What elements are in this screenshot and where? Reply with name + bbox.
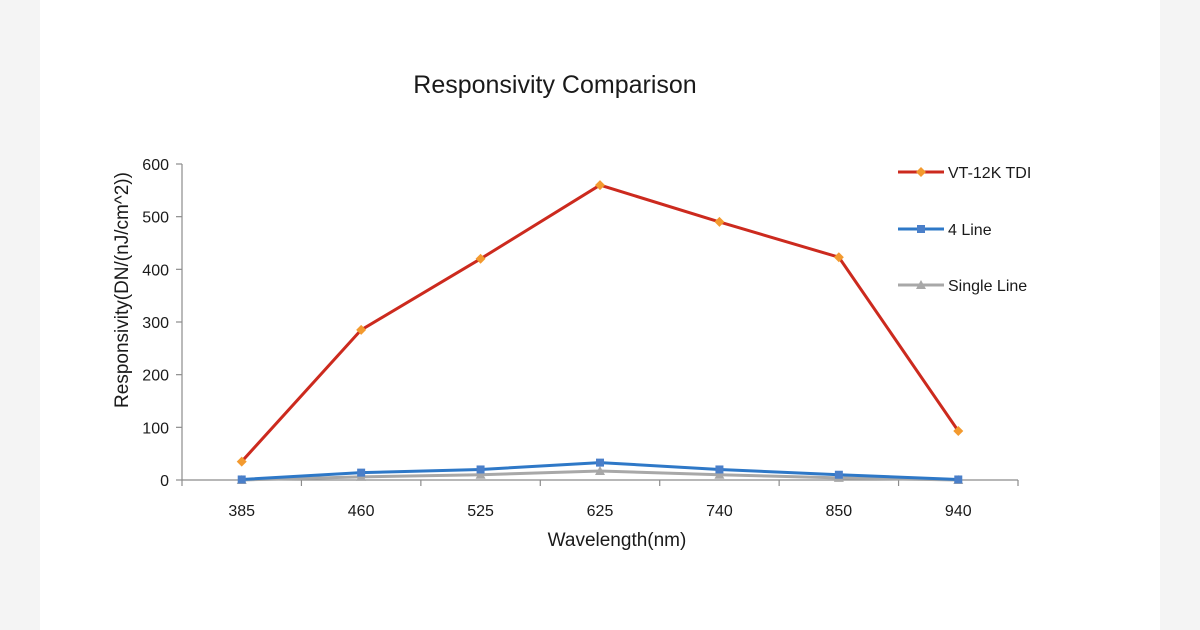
y-tick-label: 400	[142, 262, 169, 279]
y-tick-label: 100	[142, 420, 169, 437]
x-tick-label: 525	[467, 503, 494, 520]
line-chart: Responsivity Comparison Responsivity(DN/…	[112, 71, 1031, 551]
data-point	[715, 465, 724, 474]
y-tick-label: 200	[142, 368, 169, 385]
data-point	[357, 468, 366, 477]
legend: VT-12K TDI 4 Line Single Line	[898, 165, 1031, 295]
chart-title: Responsivity Comparison	[413, 71, 696, 99]
y-tick-label: 500	[142, 210, 169, 227]
legend-entry: Single Line	[898, 278, 1027, 295]
data-point	[236, 456, 247, 467]
x-axis-title: Wavelength(nm)	[548, 530, 687, 551]
data-point	[714, 216, 725, 227]
data-point	[475, 253, 486, 264]
data-point	[595, 180, 605, 191]
y-tick-label: 0	[160, 473, 169, 490]
data-point	[714, 469, 725, 479]
legend-marker	[917, 225, 925, 233]
legend-label: 4 Line	[948, 222, 992, 239]
chart-page: Responsivity Comparison Responsivity(DN/…	[40, 0, 1160, 630]
data-point	[476, 465, 485, 474]
series-vt-12k-tdi	[236, 180, 964, 467]
y-tick-label: 600	[142, 157, 169, 174]
data-point	[834, 470, 843, 479]
data-point	[595, 466, 605, 476]
legend-label: Single Line	[948, 278, 1027, 295]
x-tick-label: 625	[587, 503, 614, 520]
data-point	[237, 475, 246, 484]
legend-marker	[916, 280, 926, 289]
data-point	[833, 252, 844, 263]
legend-entry: 4 Line	[898, 222, 992, 239]
x-tick-label: 850	[826, 503, 853, 520]
series-4-line	[237, 458, 963, 484]
data-point	[953, 426, 964, 437]
x-tick-label: 460	[348, 503, 375, 520]
y-axis-title: Responsivity(DN/(nJ/cm^2))	[112, 172, 133, 408]
series-layer	[236, 180, 964, 484]
data-point	[356, 324, 367, 335]
data-point	[596, 458, 604, 467]
x-tick-label: 940	[945, 503, 972, 520]
data-point	[475, 469, 486, 479]
legend-entry: VT-12K TDI	[898, 165, 1031, 182]
y-tick-label: 300	[142, 315, 169, 332]
series-line	[240, 183, 960, 463]
x-tick-label: 385	[228, 503, 255, 520]
legend-marker	[916, 167, 926, 177]
x-tick-label: 740	[706, 503, 733, 520]
axes: 0 100 200 300 400 500 600 385 460 525 625 740 850 940	[142, 157, 1019, 520]
legend-label: VT-12K TDI	[948, 165, 1031, 182]
data-point	[954, 475, 963, 484]
